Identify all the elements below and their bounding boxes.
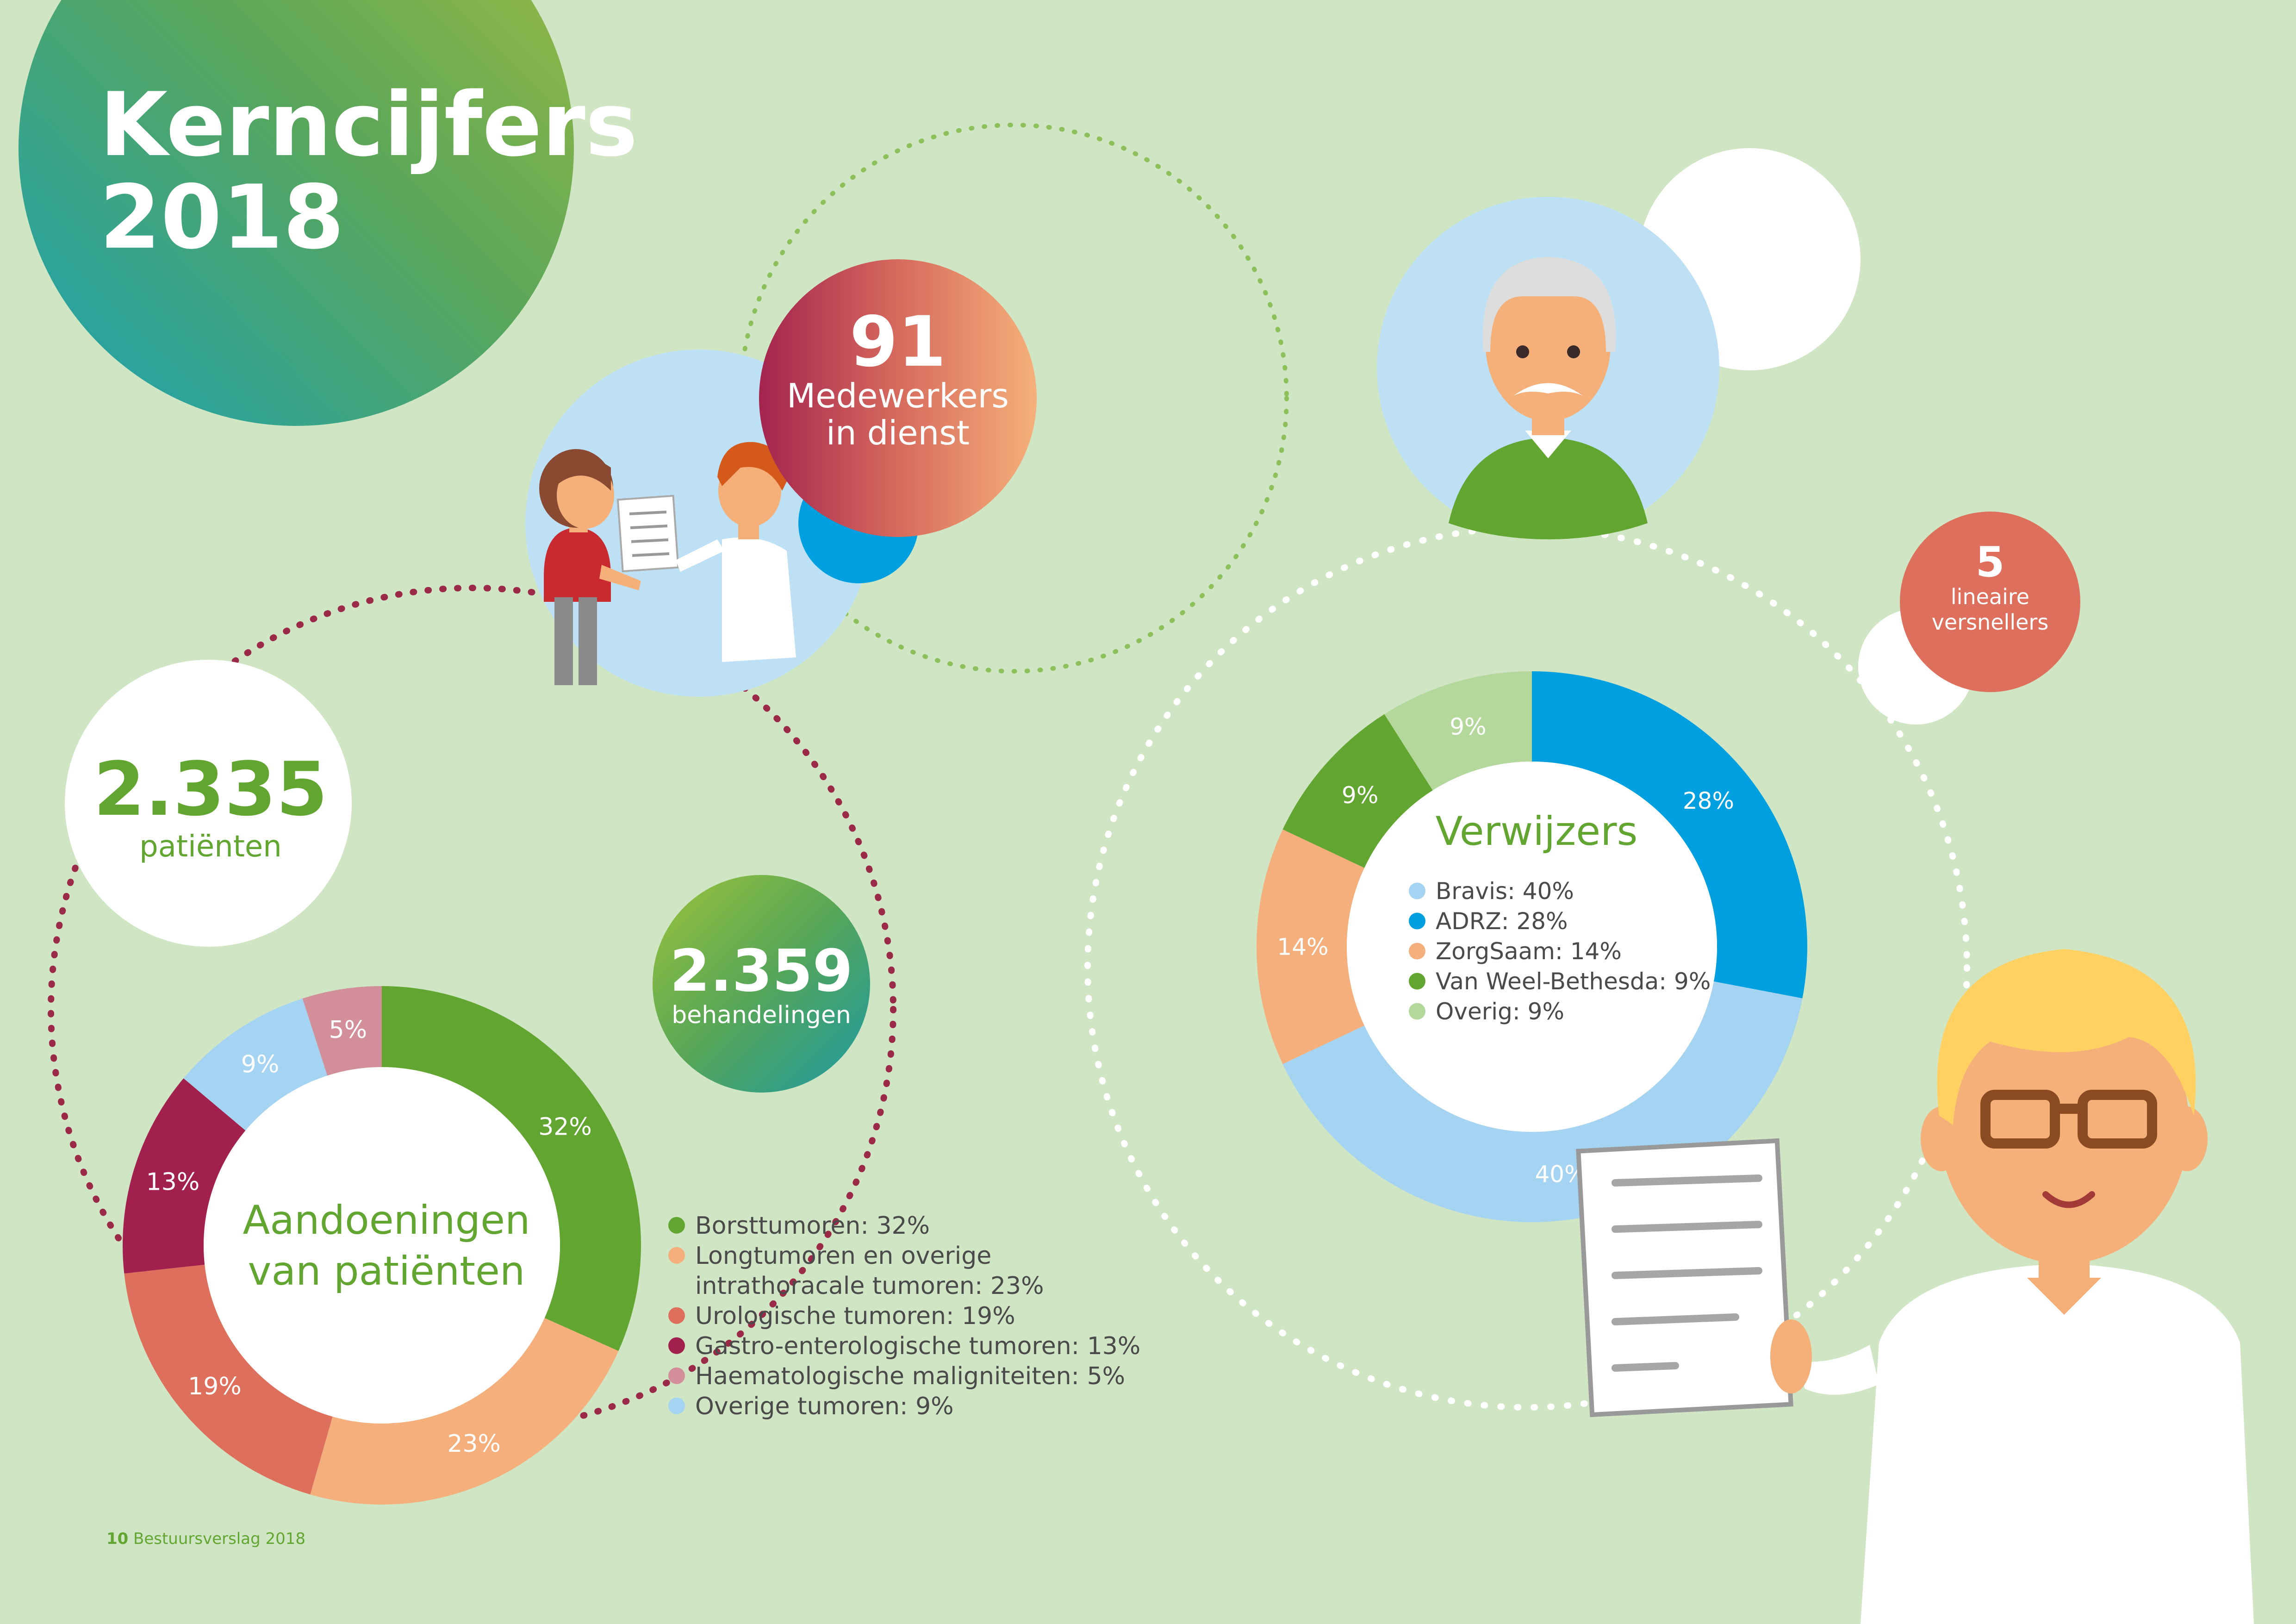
legend-label-1-line2: intrathoracale tumoren: 23% — [695, 1272, 1044, 1300]
staff-circle — [759, 259, 1037, 537]
slice-label-0: 32% — [538, 1113, 592, 1141]
legend-swatch-2 — [668, 1307, 685, 1324]
conditions-chart-title-line2: van patiënten — [248, 1248, 525, 1294]
staff-label-line1: Medewerkers — [787, 376, 1009, 415]
people-illustration — [525, 350, 919, 697]
legend-label-1: Longtumoren en overige — [695, 1242, 991, 1270]
page-title-line1: Kerncijfers — [100, 74, 638, 176]
legend-label-0: Bravis: 40% — [1436, 878, 1574, 905]
donut-slice-0 — [382, 986, 641, 1351]
legend-swatch-2 — [1409, 943, 1425, 960]
legend-swatch-0 — [668, 1217, 685, 1234]
legend-swatch-4 — [1409, 1003, 1425, 1020]
page-title-line2: 2018 — [100, 166, 344, 269]
legend-label-2: Urologische tumoren: 19% — [695, 1302, 1015, 1330]
referrers-legend: Bravis: 40% ADRZ: 28% ZorgSaam: 14% Van Wee… — [1409, 878, 1711, 1025]
accelerators-label-line1: lineaire — [1951, 584, 2029, 609]
accelerators-label-line2: versnellers — [1932, 610, 2049, 635]
donut-slice-2 — [124, 1264, 333, 1495]
legend-label-4: Haematologische maligniteiten: 5% — [695, 1362, 1125, 1390]
accelerators-number: 5 — [1976, 538, 2005, 587]
donut-slice-0 — [1532, 671, 1808, 999]
slice-label-3: 13% — [146, 1168, 200, 1196]
treatments-circle — [653, 875, 870, 1093]
donut-slice-4 — [1384, 671, 1532, 791]
conditions-legend: Borsttumoren: 32%Longtumoren en overigei… — [668, 1212, 1140, 1420]
slice-label-4: 9% — [1450, 713, 1486, 740]
staff-label-line2: in dienst — [826, 413, 970, 452]
slice-label-2: 19% — [188, 1373, 242, 1400]
footer-text: Bestuursverslag 2018 — [133, 1530, 305, 1548]
legend-label-5: Overige tumoren: 9% — [695, 1393, 954, 1420]
legend-swatch-1 — [668, 1247, 685, 1264]
legend-swatch-5 — [668, 1397, 685, 1414]
legend-label-2: ZorgSaam: 14% — [1436, 938, 1622, 965]
conditions-donut-chart: 32% 23% 19% 13% 9% 5% — [123, 986, 641, 1505]
legend-swatch-3 — [1409, 973, 1425, 990]
footer-page-number: 10 — [106, 1530, 128, 1548]
slice-label-5: 5% — [329, 1016, 367, 1044]
slice-label-3: 9% — [1342, 782, 1378, 809]
title-circle — [19, 0, 574, 426]
legend-swatch-1 — [1409, 912, 1425, 930]
doctor-illustration — [1576, 949, 2254, 1624]
donut-slice-3 — [123, 1078, 246, 1274]
legend-label-3: Van Weel-Bethesda: 9% — [1436, 968, 1711, 995]
legend-label-4: Overig: 9% — [1436, 998, 1564, 1025]
donut-slice-2 — [1257, 829, 1365, 1064]
dotted-circle-right — [1084, 525, 1970, 1411]
dotted-circle-left — [48, 585, 896, 1434]
legend-label-3: Gastro-enterologische tumoren: 13% — [695, 1332, 1140, 1360]
treatments-number: 2.359 — [670, 937, 852, 1005]
patients-circle — [65, 660, 352, 947]
donut-slice-3 — [1282, 714, 1433, 868]
referrers-chart-title: Verwijzers — [1436, 808, 1638, 855]
donut-hole — [1347, 762, 1717, 1132]
conditions-chart-title-line1: Aandoeningen — [243, 1197, 530, 1243]
slice-label-1: 23% — [447, 1430, 501, 1458]
slice-label-0: 28% — [1683, 787, 1734, 814]
donut-slice-4 — [183, 998, 328, 1131]
slice-label-4: 9% — [241, 1050, 280, 1078]
donut-slice-5 — [302, 986, 382, 1076]
legend-label-0: Borsttumoren: 32% — [695, 1212, 930, 1240]
elderly-man-illustration — [1377, 148, 1860, 539]
legend-swatch-4 — [668, 1367, 685, 1384]
patients-number: 2.335 — [93, 746, 328, 832]
legend-swatch-3 — [668, 1337, 685, 1354]
treatments-label: behandelingen — [672, 1001, 851, 1029]
donut-slice-1 — [310, 1318, 619, 1505]
accelerators-circle — [1900, 512, 2080, 692]
legend-swatch-0 — [1409, 882, 1425, 899]
legend-label-1: ADRZ: 28% — [1436, 908, 1568, 935]
staff-number: 91 — [850, 302, 946, 382]
slice-label-2: 14% — [1277, 934, 1328, 961]
donut-hole — [204, 1067, 560, 1424]
patients-label: patiënten — [139, 830, 282, 864]
